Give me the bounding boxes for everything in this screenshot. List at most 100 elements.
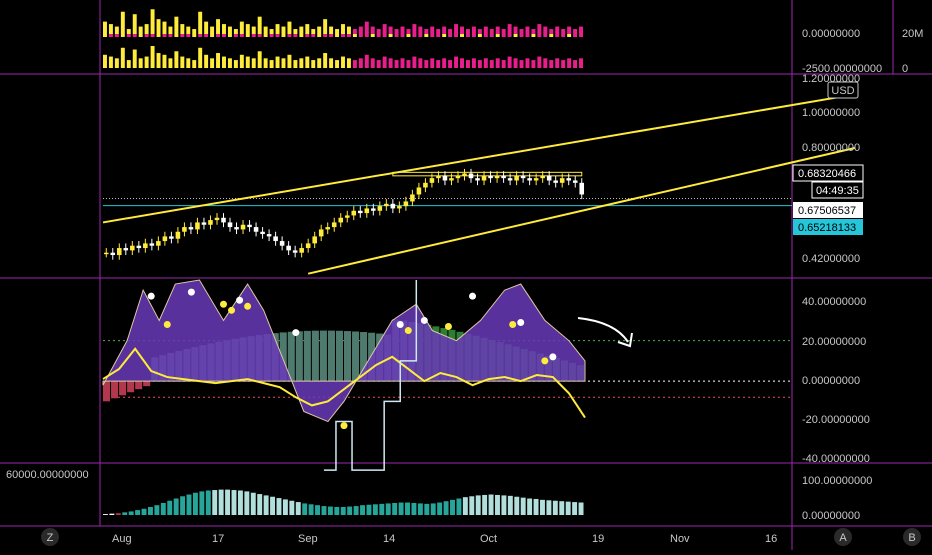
osc-hist-bar [119, 381, 127, 396]
volume-bar-bottom [483, 58, 488, 68]
candle-body [481, 175, 487, 181]
volume-bar-mid [513, 34, 518, 37]
volume-bar-mid [400, 34, 405, 37]
candle-body [143, 243, 148, 249]
candle-body [344, 215, 350, 218]
histogram-bar [321, 506, 327, 515]
histogram-bar [167, 500, 173, 515]
candle-body [305, 243, 311, 249]
volume-bar-mid [251, 34, 256, 37]
candle-body [559, 178, 565, 183]
volume-bar-top [376, 29, 381, 34]
volume-bar-mid [210, 34, 215, 37]
histogram-pane [103, 489, 584, 515]
oscillator-dot [228, 306, 236, 314]
countdown-tag [811, 181, 864, 199]
volume-bar-top [120, 11, 125, 35]
candle-body [520, 175, 526, 179]
volume-bar-mid [352, 34, 357, 37]
volume-bar-bottom [418, 58, 423, 68]
osc-hist-bar [311, 330, 319, 382]
histogram-bar [160, 502, 166, 515]
volume-bar-mid [573, 34, 578, 37]
candle-body [403, 201, 409, 207]
volume-bar-bottom [144, 56, 149, 68]
volume-bar-top [519, 29, 524, 34]
volume-bar-mid [186, 34, 191, 37]
volume-bar-top [442, 26, 447, 34]
volume-bar-top [436, 29, 441, 34]
oscillator-dot [509, 320, 517, 328]
oscillator-dot [220, 300, 227, 308]
candle-body [312, 236, 317, 244]
volume-bar-mid [335, 34, 340, 37]
volume-bar-top [513, 26, 518, 34]
signal-line [102, 347, 586, 419]
volume-bar-mid [341, 34, 345, 37]
histogram-bar [488, 494, 494, 515]
candle-body [390, 203, 396, 209]
volume-bar-top [341, 24, 345, 34]
time-label-19: 19 [592, 533, 604, 545]
volume-bar-bottom [198, 47, 203, 68]
volume-right-label-1: 0 [902, 63, 908, 75]
volume-bar-top [329, 26, 334, 34]
time-label-14: 14 [383, 533, 395, 545]
volume-bar-bottom [192, 60, 197, 68]
volume-bar-mid [412, 34, 417, 37]
volume-bar-bottom [227, 58, 232, 68]
volume-bars [103, 9, 583, 68]
osc-hist-bar [111, 381, 119, 399]
candle-body [546, 175, 552, 181]
volume-bar-bottom [448, 60, 453, 68]
volume-bar-top [299, 26, 304, 34]
volume-bar-top [460, 26, 464, 34]
volume-bar-top [555, 26, 560, 34]
histogram-bar [495, 494, 500, 515]
oscillator-dot [549, 353, 557, 361]
histogram-bar [334, 506, 340, 515]
volume-right-label-0: 20M [902, 28, 923, 40]
volume-bar-mid [477, 34, 482, 37]
time-axis[interactable]: Aug 17 Sep 14 Oct 19 Nov 16 [112, 533, 777, 545]
b-button[interactable] [903, 528, 921, 546]
histogram-bar [533, 498, 539, 515]
volume-bar-top [257, 16, 262, 34]
volume-bar-mid [233, 34, 238, 37]
volume-bar-bottom [126, 60, 131, 68]
zoom-button[interactable] [41, 528, 59, 546]
volume-axis-label-1: -2500.00000000 [802, 63, 882, 75]
histogram-bar [289, 500, 295, 515]
b-button-label: B [908, 532, 915, 544]
histogram-bar [154, 505, 160, 515]
currency-button[interactable] [827, 81, 859, 99]
oscillator-dot [420, 316, 428, 324]
histogram-bar [417, 503, 423, 515]
candle-body [240, 224, 246, 230]
candle-body [292, 250, 298, 253]
volume-bar-top [489, 29, 494, 34]
volume-bar-bottom [186, 58, 191, 68]
volume-bar-mid [329, 34, 334, 37]
price-tag-last [792, 164, 864, 182]
osc-hist-bar [127, 381, 135, 393]
osc-axis-label-3: -20.00000000 [802, 414, 870, 426]
time-label-oct: Oct [480, 533, 497, 545]
osc-hist-bar [279, 332, 287, 382]
histogram-bar [276, 498, 282, 515]
histogram-bar [469, 496, 475, 515]
candle-body [449, 178, 454, 181]
volume-bar-top [210, 26, 215, 34]
volume-bar-mid [346, 34, 351, 37]
candle-body [331, 222, 337, 228]
volume-bar-bottom [138, 58, 143, 68]
candle-body [130, 245, 135, 251]
volume-bar-top [233, 29, 238, 34]
auto-scale-button[interactable] [834, 528, 852, 546]
histogram-bar [225, 489, 231, 515]
auto-scale-button-label: A [839, 532, 847, 544]
volume-bar-mid [227, 34, 232, 37]
volume-bar-top [507, 24, 512, 34]
volume-bar-top [150, 9, 155, 34]
volume-bar-mid [454, 34, 459, 37]
